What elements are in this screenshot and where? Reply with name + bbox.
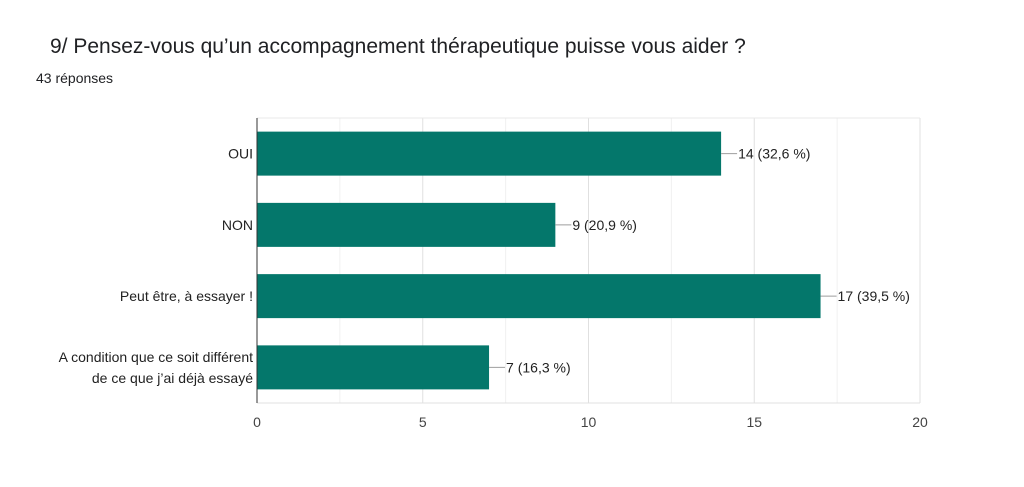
x-tick-label: 10	[581, 414, 597, 430]
bar	[257, 274, 821, 319]
data-label: 17 (39,5 %)	[838, 288, 910, 304]
category-label: NON	[222, 217, 253, 233]
response-count: 43 réponses	[36, 70, 114, 86]
bar	[257, 131, 722, 176]
category-label: de ce que j’ai déjà essayé	[92, 370, 253, 386]
data-label: 9 (20,9 %)	[572, 217, 637, 233]
x-tick-label: 0	[253, 414, 261, 430]
data-label: 14 (32,6 %)	[738, 146, 810, 162]
data-label: 7 (16,3 %)	[506, 359, 571, 375]
category-label: Peut être, à essayer !	[120, 288, 253, 304]
bar	[257, 202, 556, 247]
bar	[257, 345, 490, 390]
x-tick-label: 15	[746, 414, 762, 430]
x-tick-label: 20	[912, 414, 928, 430]
x-tick-label: 5	[419, 414, 427, 430]
category-label: A condition que ce soit différent	[59, 349, 253, 365]
category-label: OUI	[228, 146, 253, 162]
chart-title: 9/ Pensez-vous qu’un accompagnement thér…	[50, 35, 746, 58]
